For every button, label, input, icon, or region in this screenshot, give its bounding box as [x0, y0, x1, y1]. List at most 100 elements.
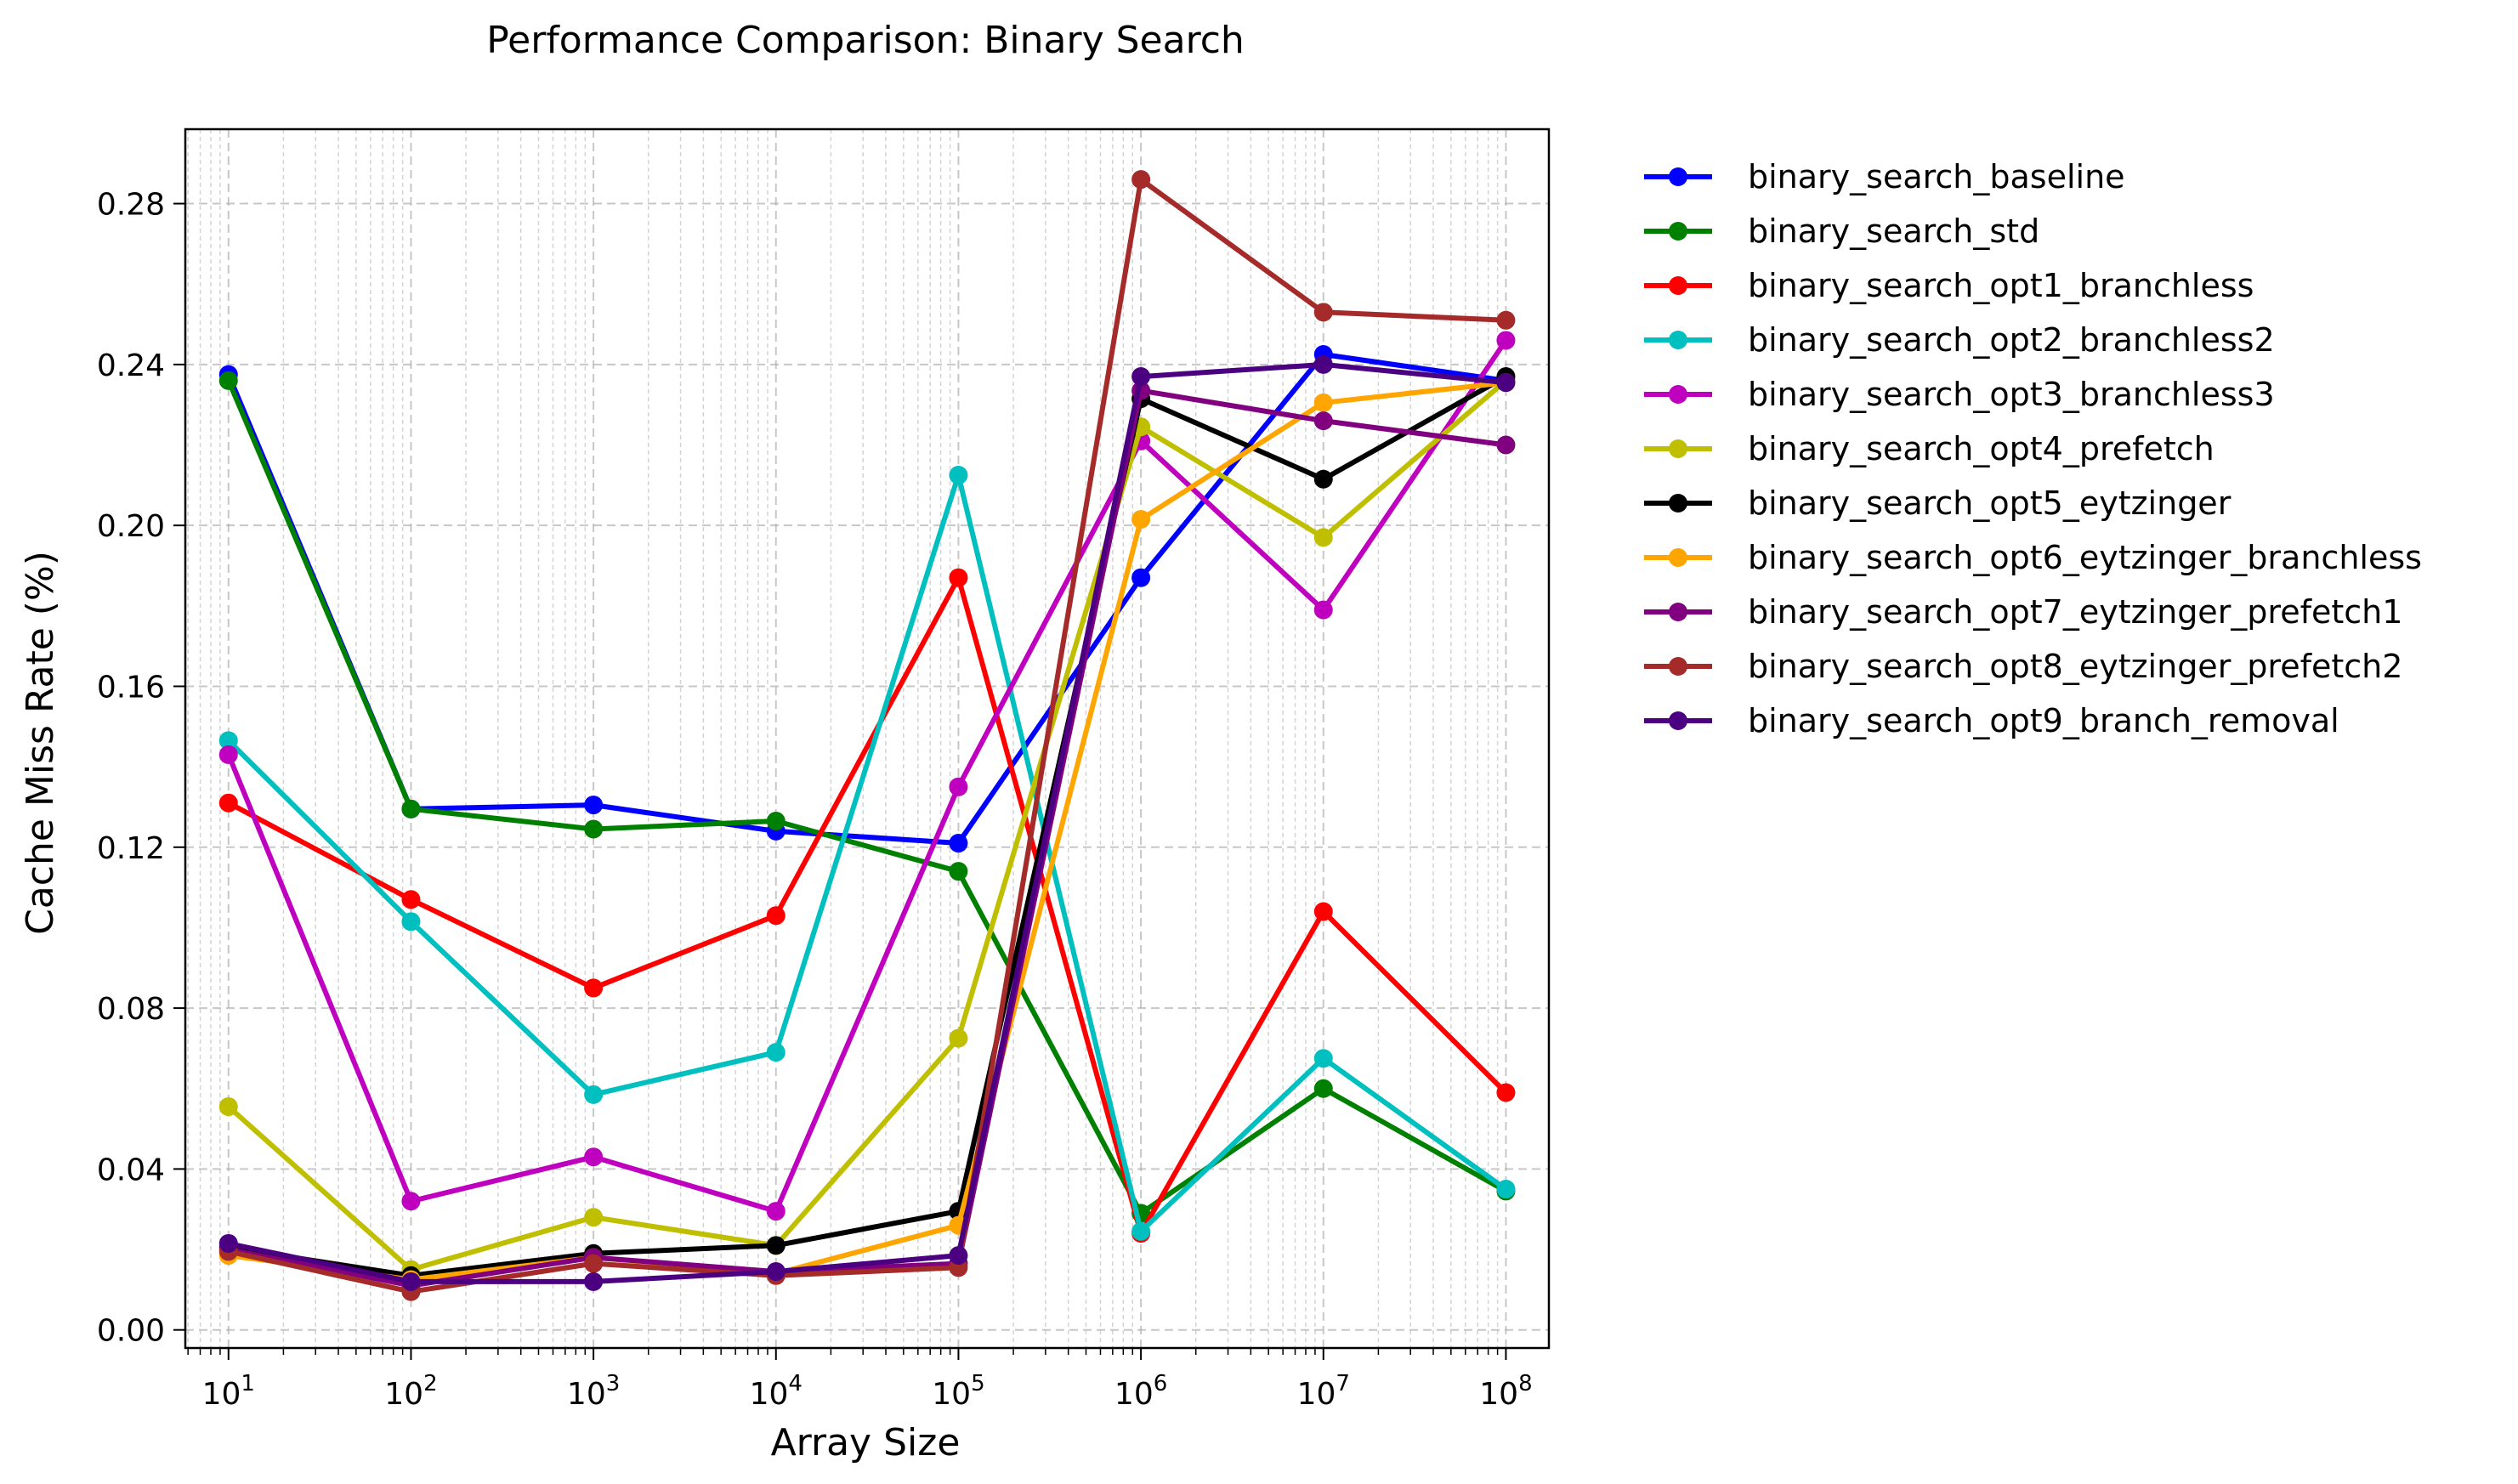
legend-swatch-marker [1669, 548, 1687, 567]
data-point [1496, 310, 1516, 330]
legend-entry: binary_search_opt1_branchless [1644, 267, 2254, 304]
data-point [949, 777, 968, 796]
data-point [1313, 1079, 1333, 1098]
y-tick-label: 0.24 [97, 348, 165, 383]
series-binary_search_opt2_branchless2 [218, 466, 1516, 1241]
data-point [1131, 170, 1151, 190]
series-layer [218, 170, 1516, 1301]
series-line [225, 177, 1509, 1294]
data-point [1496, 435, 1516, 455]
series-line [225, 337, 1509, 1215]
legend-entry: binary_search_opt9_branch_removal [1644, 702, 2339, 739]
legend-swatch-marker [1669, 657, 1687, 676]
data-point [949, 834, 968, 853]
legend-swatch-marker [1669, 494, 1687, 513]
data-point [218, 745, 238, 764]
plot-frame [184, 127, 1551, 1350]
data-point [401, 912, 421, 932]
x-axis-label: Array Size [771, 1421, 961, 1464]
data-point [218, 1233, 238, 1253]
data-point [584, 1272, 604, 1291]
data-point [1496, 373, 1516, 393]
data-point [401, 1192, 421, 1211]
data-point [766, 906, 785, 926]
minor-gridlines [187, 129, 1499, 1348]
data-point [401, 799, 421, 818]
legend-entry: binary_search_std [1644, 212, 2039, 250]
data-point [584, 1147, 604, 1167]
y-axis-label: Cache Miss Rate (%) [19, 551, 62, 935]
data-point [766, 812, 785, 831]
data-point [401, 1272, 421, 1291]
legend-entry: binary_search_opt3_branchless3 [1644, 376, 2275, 413]
series-line [225, 473, 1509, 1234]
y-tick-label: 0.04 [97, 1153, 165, 1187]
legend-swatch-marker [1669, 439, 1687, 458]
data-point [1496, 1083, 1516, 1102]
legend-swatch-marker [1669, 385, 1687, 404]
data-point [1131, 568, 1151, 587]
data-point [584, 796, 604, 815]
x-tick-label: 101 [202, 1371, 255, 1412]
x-tick-label: 106 [1114, 1371, 1167, 1412]
data-point [218, 1097, 238, 1117]
series-line [225, 575, 1509, 1237]
data-point [1313, 303, 1333, 322]
legend-swatch-marker [1669, 603, 1687, 621]
legend-swatch-marker [1669, 167, 1687, 186]
data-point [1496, 331, 1516, 350]
series-line [225, 352, 1509, 846]
data-point [1313, 902, 1333, 921]
x-tick-label: 108 [1479, 1371, 1532, 1412]
data-point [218, 371, 238, 390]
data-point [1131, 510, 1151, 530]
series-line [225, 374, 1509, 1278]
legend-label: binary_search_opt9_branch_removal [1748, 702, 2339, 739]
legend: binary_search_baseline binary_search_stdb… [1644, 158, 2422, 739]
data-point [1313, 354, 1333, 374]
legend-label: binary_search_opt1_branchless [1748, 267, 2254, 304]
data-point [766, 1202, 785, 1221]
x-tick-label: 105 [932, 1371, 984, 1412]
legend-label: binary_search_std [1748, 212, 2039, 250]
y-tick-label: 0.20 [97, 509, 165, 544]
y-tick-label: 0.08 [97, 992, 165, 1027]
data-point [1496, 1180, 1516, 1199]
legend-label: binary_search_opt6_eytzinger_branchless [1748, 539, 2422, 576]
data-point [766, 1236, 785, 1255]
legend-swatch-marker [1669, 711, 1687, 730]
x-tick-label: 103 [567, 1371, 620, 1412]
y-tick-label: 0.00 [97, 1314, 165, 1349]
series-binary_search_opt9_branch_removal [218, 354, 1516, 1291]
data-point [949, 466, 968, 485]
data-point [401, 890, 421, 909]
legend-swatch-marker [1669, 276, 1687, 295]
legend-label: binary_search_baseline [1748, 158, 2125, 195]
data-point [584, 1208, 604, 1227]
series-binary_search_opt8_eytzinger_prefetch2 [218, 170, 1516, 1301]
legend-label: binary_search_opt8_eytzinger_prefetch2 [1748, 648, 2402, 685]
x-tick-label: 104 [750, 1371, 802, 1412]
data-point [584, 819, 604, 839]
x-axis: 101 102 103 104 105 106 107 108 [187, 1348, 1533, 1412]
data-point [949, 568, 968, 587]
data-point [584, 1254, 604, 1273]
series-binary_search_opt3_branchless3 [218, 331, 1516, 1221]
data-point [766, 1043, 785, 1062]
y-axis: 0.00 0.04 0.08 0.12 0.16 0.20 0.24 0.28 [97, 188, 185, 1349]
x-tick-label: 107 [1297, 1371, 1350, 1412]
data-point [218, 793, 238, 813]
data-point [949, 1028, 968, 1048]
data-point [1313, 393, 1333, 412]
x-tick-label: 102 [384, 1371, 437, 1412]
legend-entry: binary_search_opt6_eytzinger_branchless [1644, 539, 2422, 576]
y-tick-label: 0.16 [97, 670, 165, 705]
data-point [1131, 367, 1151, 387]
series-line [225, 377, 1509, 1216]
legend-label: binary_search_opt7_eytzinger_prefetch1 [1748, 593, 2402, 631]
legend-swatch-marker [1669, 222, 1687, 241]
legend-entry: binary_search_opt5_eytzinger [1644, 484, 2232, 522]
legend-label: binary_search_opt2_branchless2 [1748, 321, 2275, 359]
data-point [1313, 469, 1333, 489]
